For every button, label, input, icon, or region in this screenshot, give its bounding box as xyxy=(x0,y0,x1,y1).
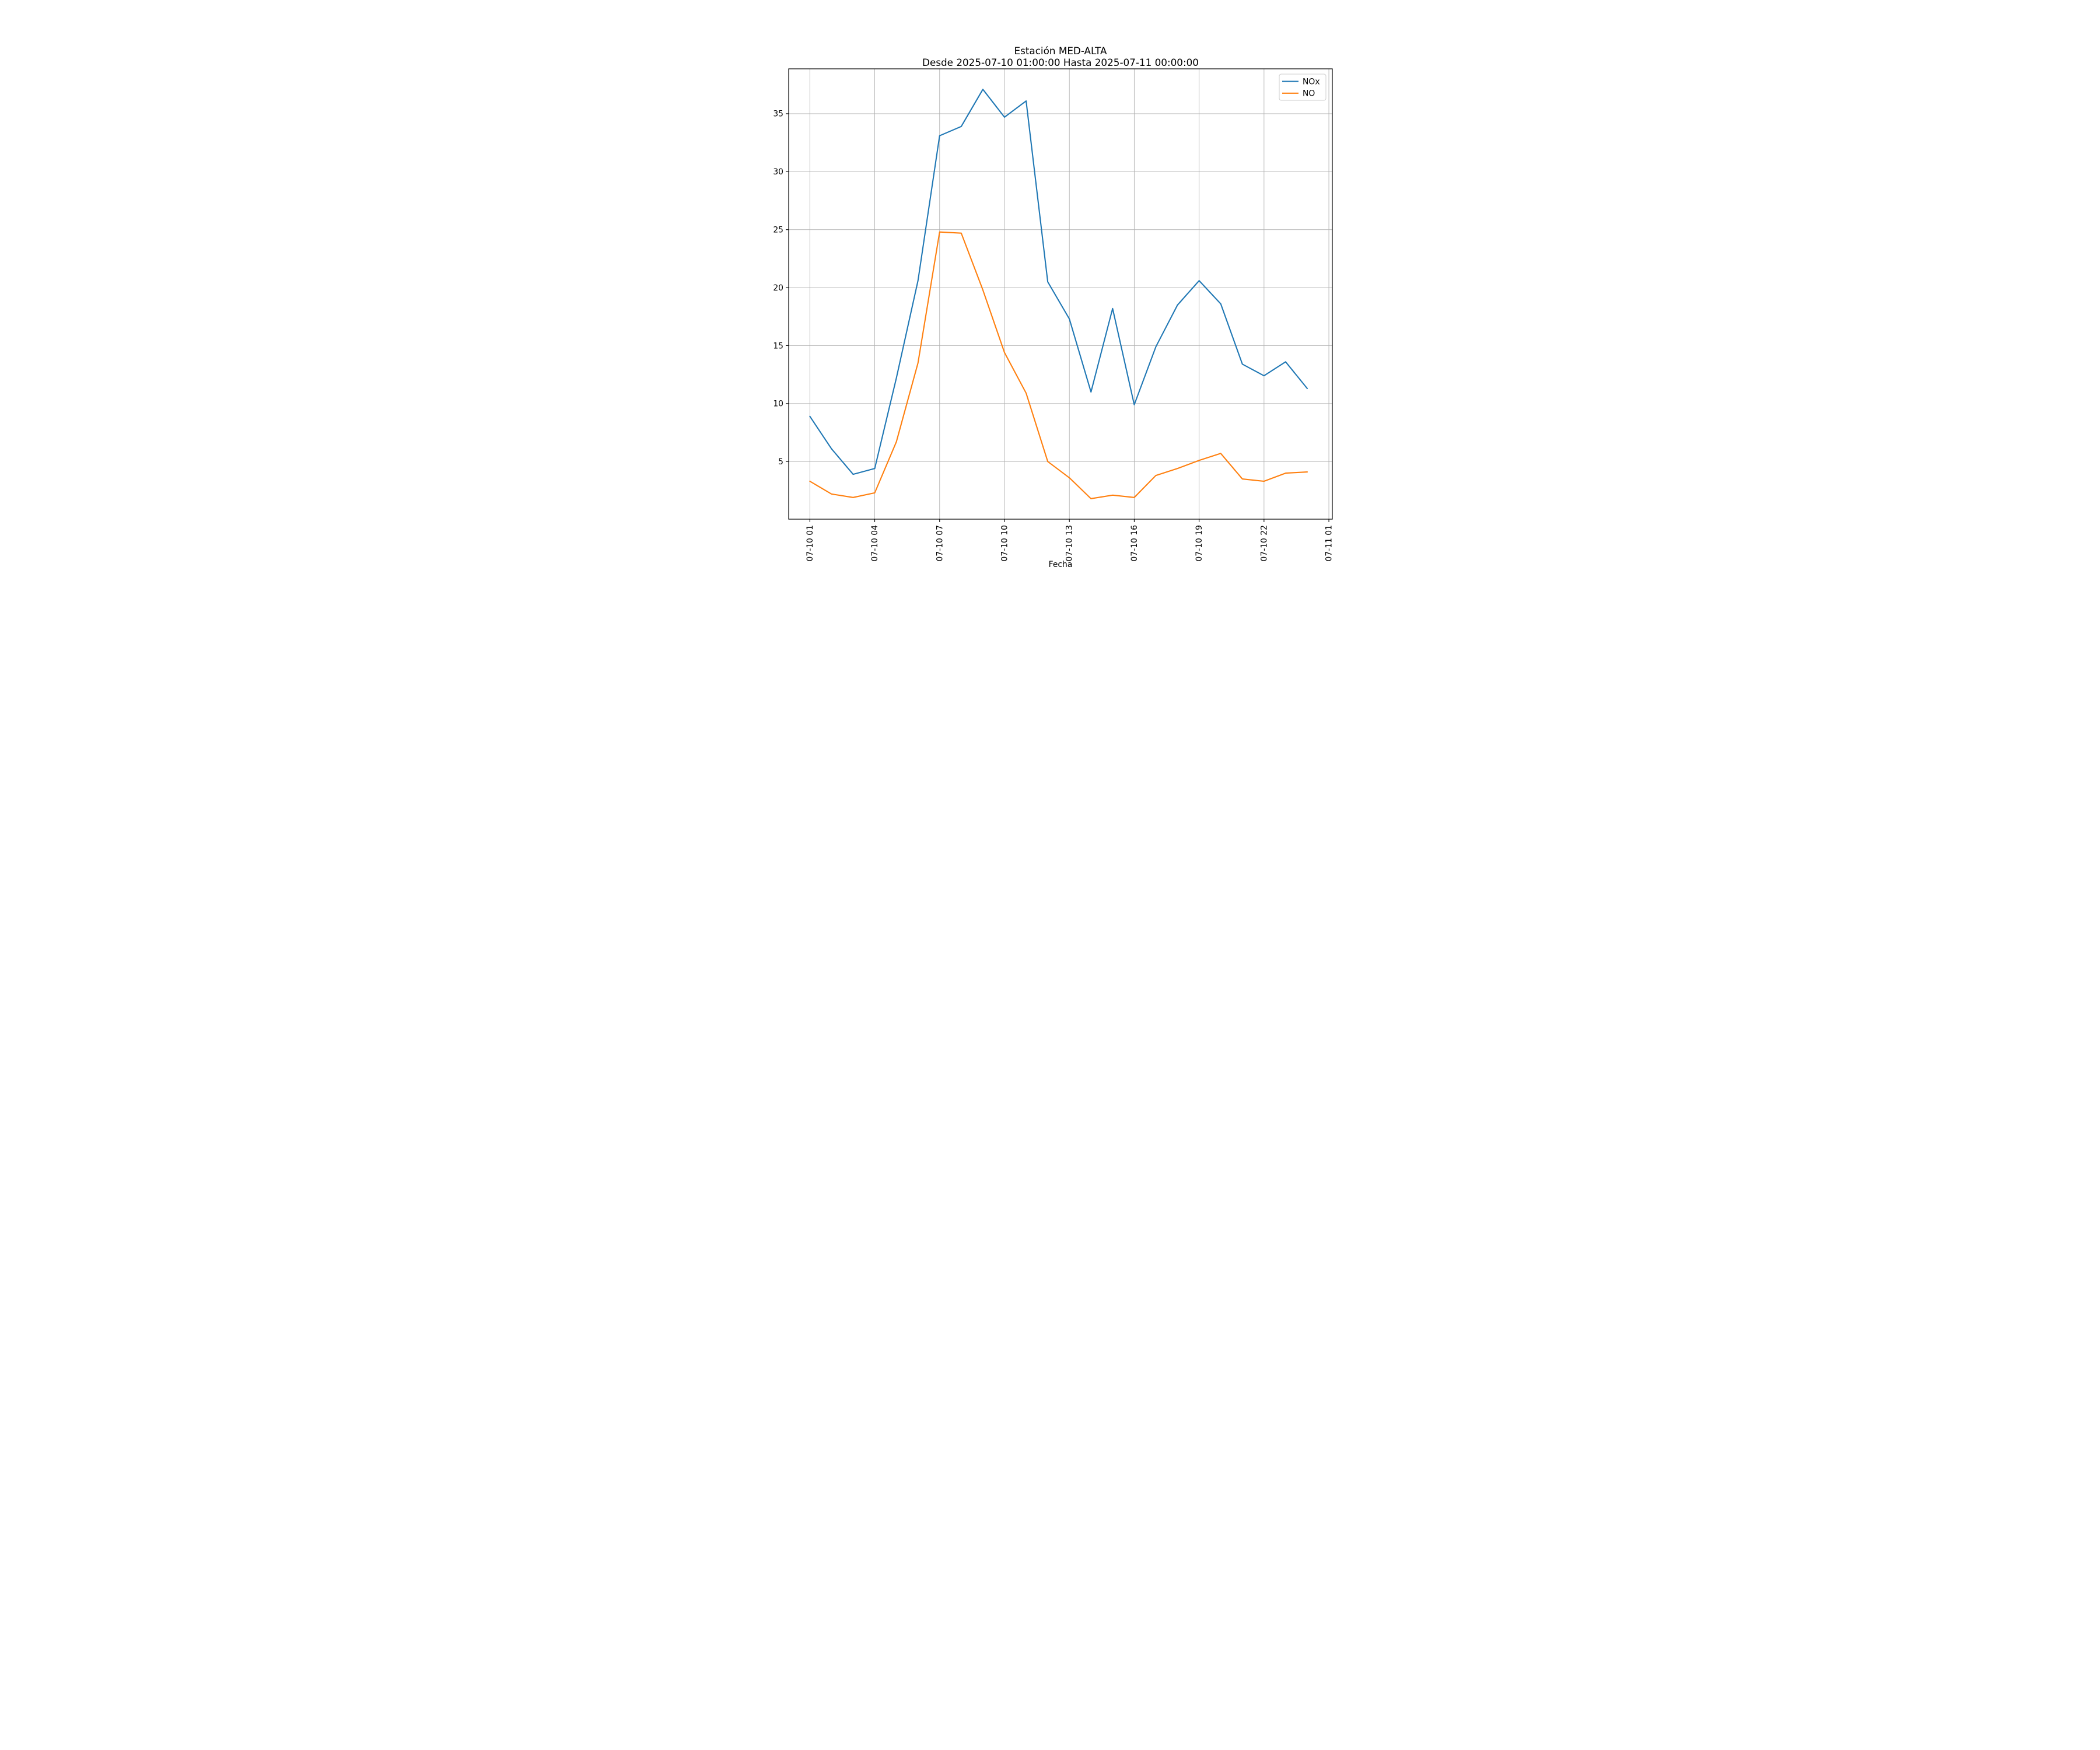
grid xyxy=(789,69,1332,519)
plot-border xyxy=(788,68,1333,520)
legend-label-nox: NOx xyxy=(1303,77,1320,86)
y-tick-label: 25 xyxy=(773,225,783,235)
series-line-nox xyxy=(809,89,1308,475)
y-tick-label: 15 xyxy=(773,341,783,351)
x-axis-ticks: 07-10 01 07-10 04 07-10 07 07-10 10 07-10 13… xyxy=(806,519,1334,561)
y-tick-label: 5 xyxy=(778,457,783,467)
y-tick-label: 10 xyxy=(773,400,783,409)
legend-label-no: NO xyxy=(1303,89,1315,99)
chart-subtitle: Desde 2025-07-10 01:00:00 Hasta 2025-07-… xyxy=(922,57,1199,68)
chart-title: Estación MED-ALTA xyxy=(1014,45,1107,57)
y-tick-label: 20 xyxy=(773,284,783,293)
figure: Estación MED-ALTA Desde 2025-07-10 01:00… xyxy=(700,0,1400,583)
x-tick-label: 07-11 01 xyxy=(1325,525,1334,561)
x-tick-label: 07-10 13 xyxy=(1065,525,1074,561)
x-tick-label: 07-10 16 xyxy=(1130,525,1139,561)
x-tick-label: 07-10 01 xyxy=(806,525,815,561)
data-series xyxy=(809,89,1308,499)
series-line-no xyxy=(809,231,1308,499)
x-tick-label: 07-10 07 xyxy=(935,525,944,561)
nox-no-line-chart: Estación MED-ALTA Desde 2025-07-10 01:00… xyxy=(700,0,1400,583)
x-tick-label: 07-10 22 xyxy=(1259,525,1269,561)
x-tick-label: 07-10 19 xyxy=(1195,525,1204,561)
y-tick-label: 30 xyxy=(773,167,783,177)
y-axis-ticks: 5 10 15 20 25 30 35 xyxy=(773,110,789,467)
y-tick-label: 35 xyxy=(773,110,783,119)
legend: NOx NO xyxy=(1279,74,1326,101)
x-tick-label: 07-10 10 xyxy=(1000,525,1009,561)
x-tick-label: 07-10 04 xyxy=(870,525,880,562)
x-axis-label: Fecha xyxy=(1049,560,1073,569)
